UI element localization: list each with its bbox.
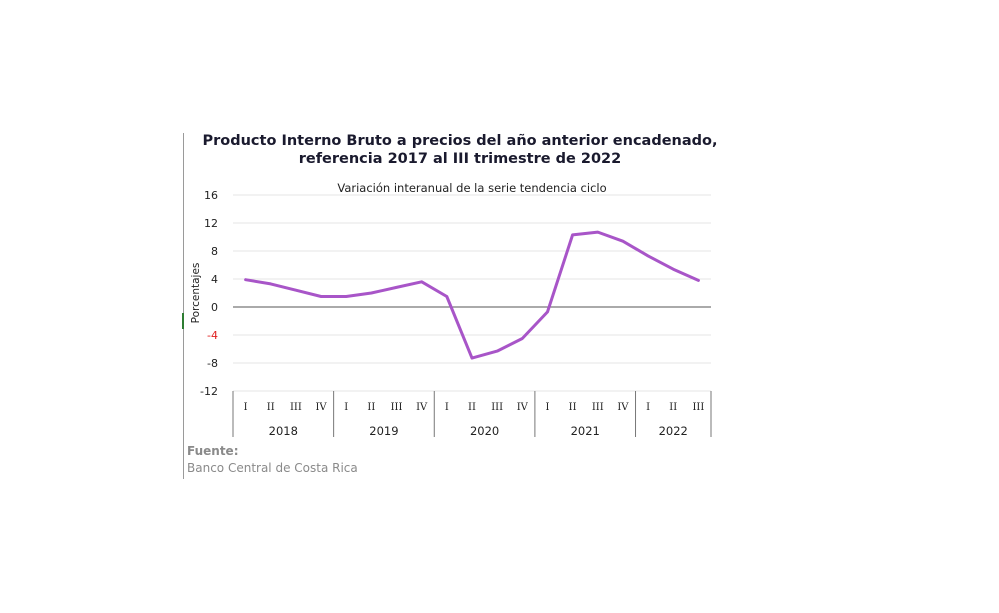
x-quarter-label: III (290, 402, 302, 413)
y-tick-label: 4 (211, 273, 218, 286)
series-line (244, 230, 700, 360)
data-point (571, 233, 574, 236)
y-tick-label: -12 (200, 385, 218, 398)
x-quarter-label: IV (517, 402, 529, 413)
x-quarter-label: I (445, 402, 449, 413)
data-point (269, 282, 272, 285)
y-tick-label: -8 (207, 357, 218, 370)
data-point (320, 295, 323, 298)
data-point (370, 292, 373, 295)
frame-marker (182, 313, 184, 329)
x-quarter-label: I (646, 402, 650, 413)
y-tick-label: 12 (204, 217, 218, 230)
data-point (445, 295, 448, 298)
x-year-label: 2021 (571, 424, 600, 438)
x-quarter-label: IV (416, 402, 428, 413)
x-quarter-label: III (491, 402, 503, 413)
source-label: Fuente: (187, 444, 239, 458)
left-frame-line (183, 133, 184, 479)
x-quarter-label: III (592, 402, 604, 413)
data-point (697, 279, 700, 282)
y-axis-label: Porcentajes (190, 263, 202, 324)
x-year-label: 2019 (369, 424, 398, 438)
x-quarter-label: I (545, 402, 549, 413)
source-text: Banco Central de Costa Rica (187, 461, 358, 475)
x-quarter-label: I (244, 402, 248, 413)
y-tick-label: -4 (207, 329, 218, 342)
x-quarter-label: III (692, 402, 704, 413)
data-point (496, 350, 499, 353)
data-point (596, 231, 599, 234)
x-quarter-label: II (267, 402, 275, 413)
x-year-label: 2022 (659, 424, 688, 438)
x-year-label: 2018 (269, 424, 298, 438)
x-quarter-label: II (569, 402, 577, 413)
x-quarter-label: IV (617, 402, 629, 413)
data-point (471, 357, 474, 360)
x-quarter-label: II (468, 402, 476, 413)
x-quarter-label: III (391, 402, 403, 413)
y-tick-label: 8 (211, 245, 218, 258)
chart-subtitle: Variación interanual de la serie tendenc… (337, 181, 607, 195)
data-point (345, 295, 348, 298)
x-quarter-label: II (367, 402, 375, 413)
x-quarter-label: I (344, 402, 348, 413)
data-point (294, 289, 297, 292)
x-quarter-label: IV (315, 402, 327, 413)
chart-title-line-2: referencia 2017 al III trimestre de 2022 (298, 151, 622, 167)
data-point (244, 278, 247, 281)
chart-title: Producto Interno Bruto a precios del año… (202, 133, 718, 149)
data-point (521, 337, 524, 340)
x-year-label: 2020 (470, 424, 499, 438)
data-point (546, 310, 549, 313)
x-quarter-label: II (669, 402, 677, 413)
y-tick-label: 16 (204, 189, 218, 202)
data-point (420, 280, 423, 283)
data-point (647, 254, 650, 257)
y-tick-label: 0 (211, 301, 218, 314)
data-point (672, 268, 675, 271)
data-point (621, 240, 624, 243)
data-point (395, 286, 398, 289)
